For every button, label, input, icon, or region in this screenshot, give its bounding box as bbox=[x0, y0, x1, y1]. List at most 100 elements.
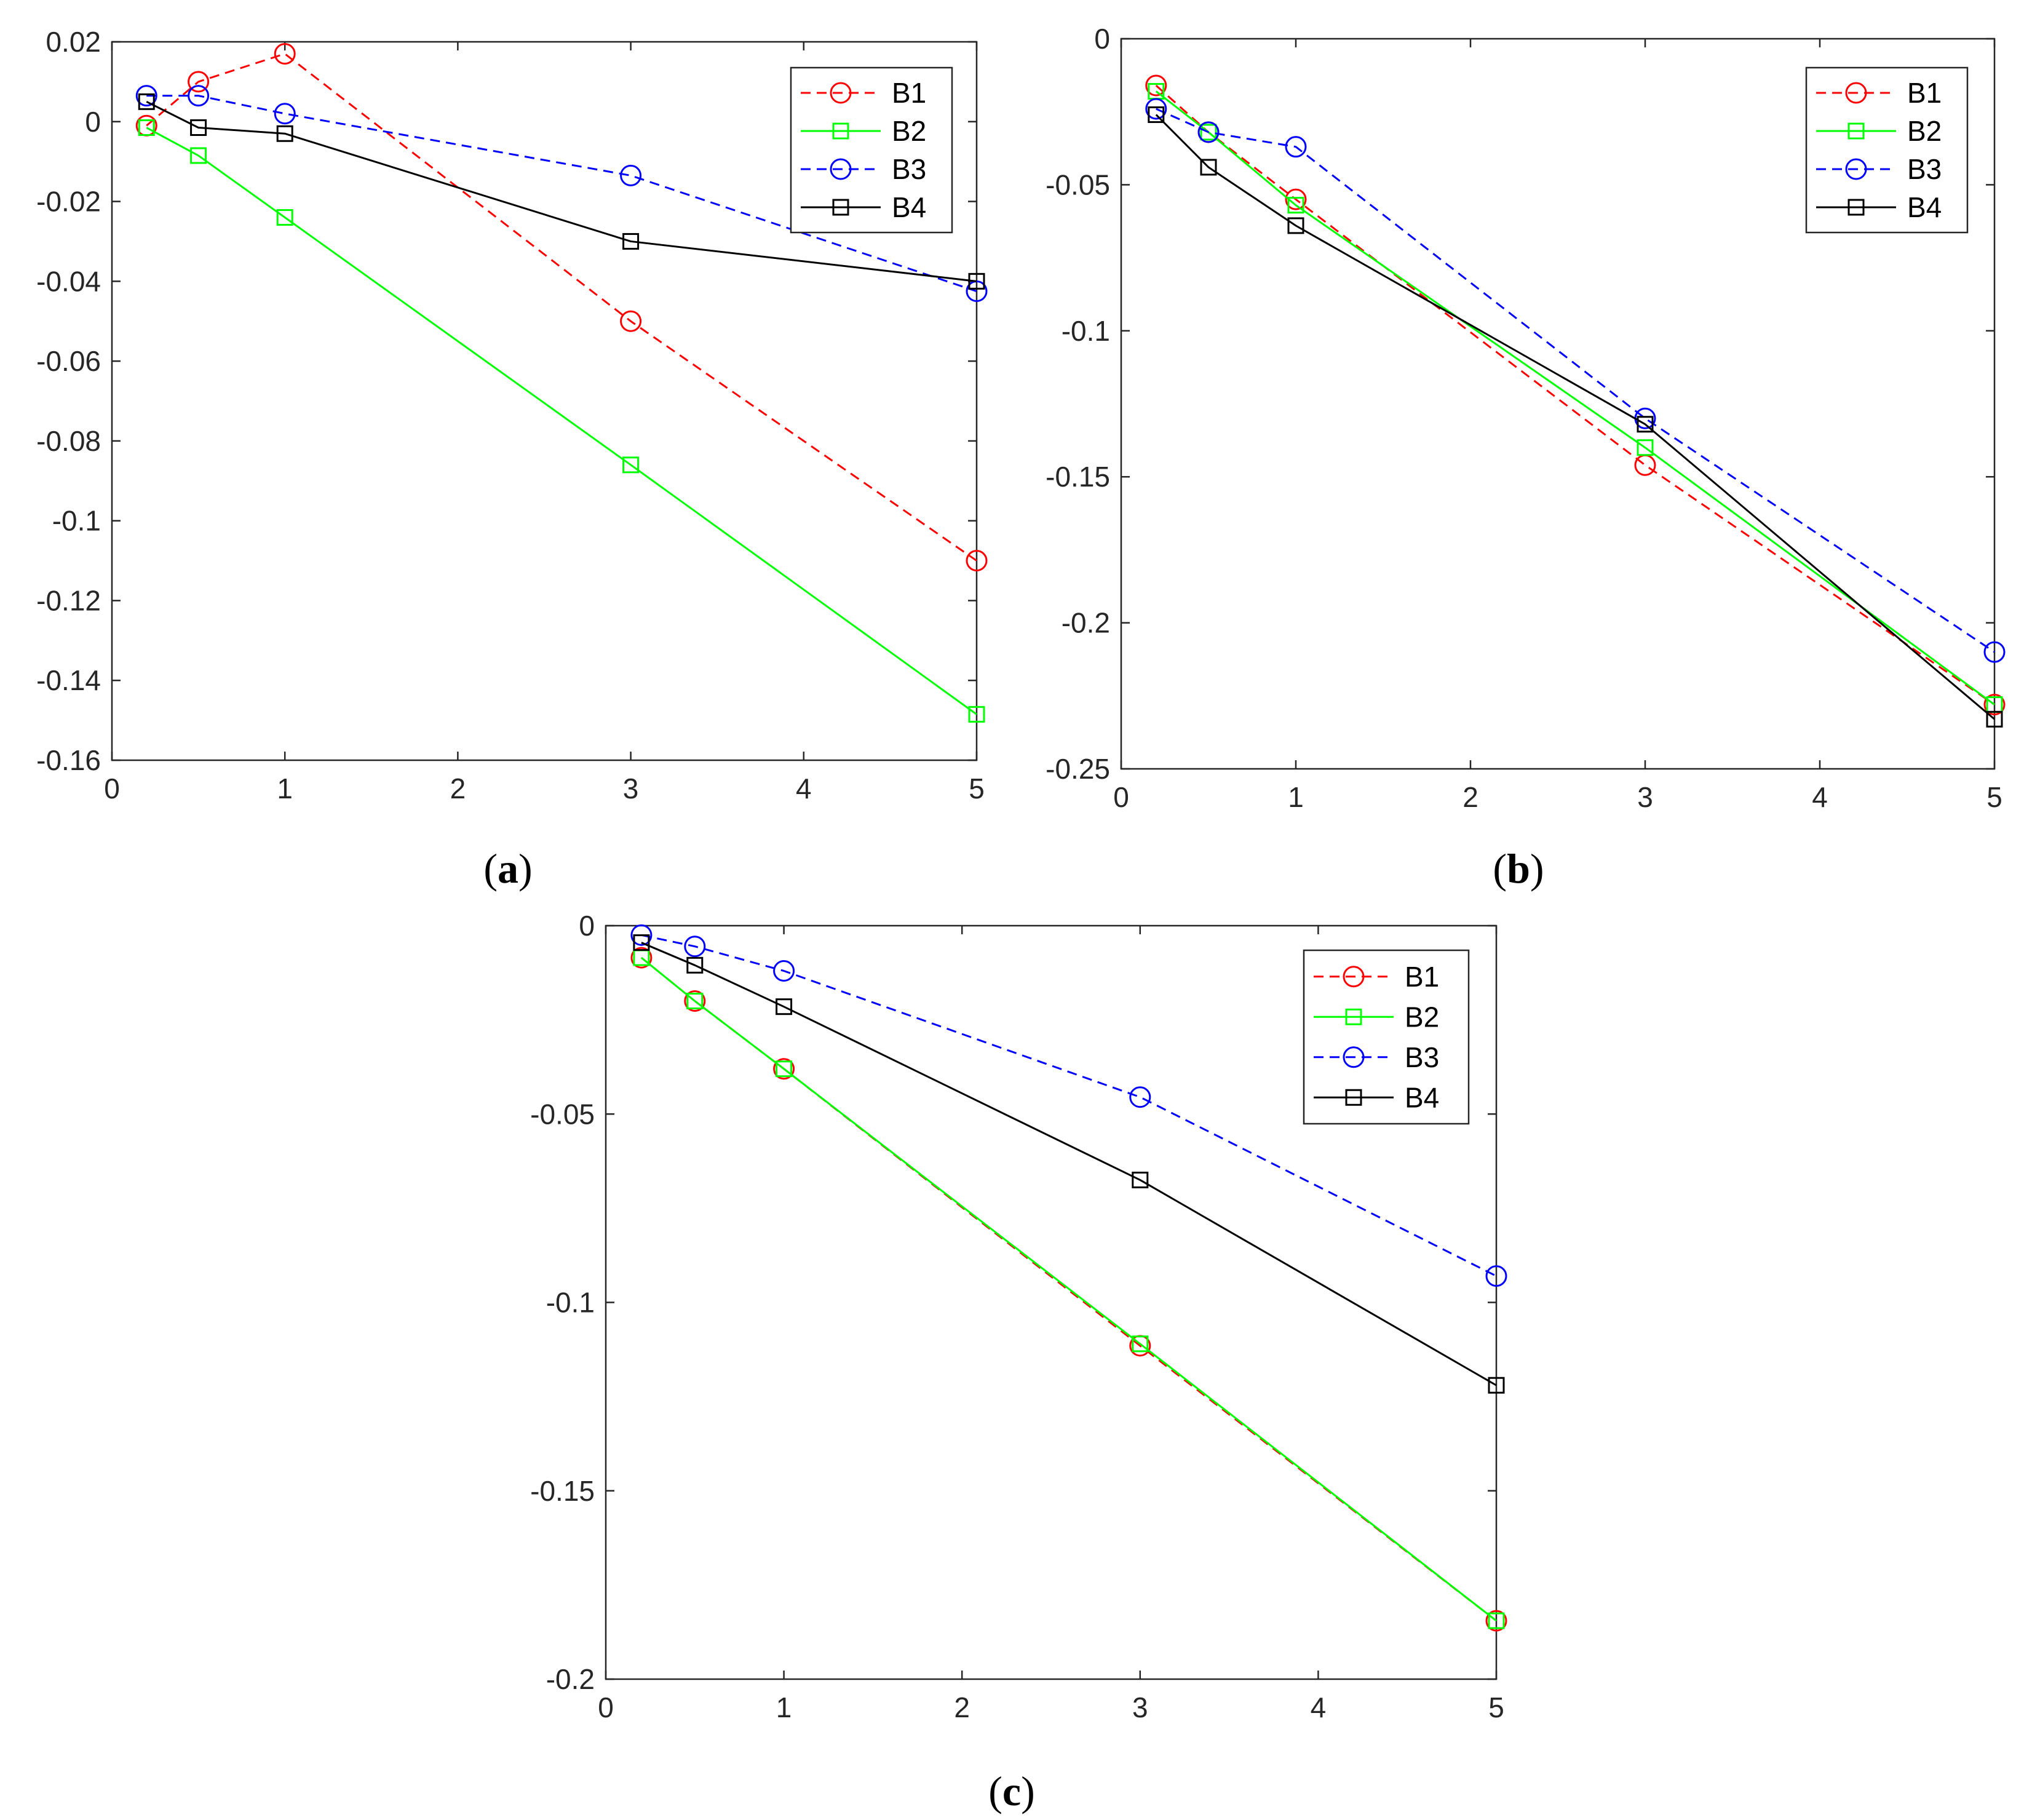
x-tick-label: 1 bbox=[776, 1691, 792, 1723]
series-line-b1 bbox=[146, 52, 977, 562]
data-point-b3 bbox=[966, 280, 988, 303]
x-tick-label: 3 bbox=[1637, 781, 1653, 813]
chart-b: 0 1 2 3 4 5 0 -0.05 -0.1 -0.15 -0.2 -0.25 B1 B2 B3 B4 (b… bbox=[1046, 23, 2006, 892]
y-tick-label: -0.05 bbox=[1046, 169, 1110, 201]
x-tick-label: 0 bbox=[104, 773, 120, 805]
legend-marker-b2 bbox=[1847, 122, 1865, 140]
data-point-b1 bbox=[773, 1058, 795, 1080]
series-line-b4 bbox=[1155, 114, 1995, 720]
x-tick-label: 3 bbox=[623, 773, 639, 805]
data-point-b4 bbox=[633, 934, 650, 952]
legend-label-b1: B1 bbox=[1405, 961, 1439, 993]
x-tick-label: 5 bbox=[969, 773, 985, 805]
data-point-b4 bbox=[1986, 710, 2003, 728]
data-point-b3 bbox=[620, 164, 642, 186]
x-tick-label: 0 bbox=[1113, 781, 1129, 813]
y-tick-label: -0.08 bbox=[36, 425, 101, 457]
legend: B1 B2 B3 B4 bbox=[1805, 66, 1969, 234]
y-tick-label: -0.15 bbox=[530, 1475, 595, 1507]
legend-label-b1: B1 bbox=[892, 77, 926, 109]
legend-label-b3: B3 bbox=[892, 153, 926, 185]
y-tick-label: -0.12 bbox=[36, 584, 101, 616]
x-tick-label: 0 bbox=[598, 1691, 614, 1723]
x-tick-label: 4 bbox=[1311, 1691, 1327, 1723]
y-tick-label: -0.14 bbox=[36, 664, 101, 696]
data-point-b4 bbox=[776, 998, 793, 1015]
data-point-b4 bbox=[1287, 217, 1304, 234]
data-point-b2 bbox=[776, 1060, 793, 1078]
legend-marker-b1 bbox=[830, 82, 852, 104]
data-point-b2 bbox=[1488, 1612, 1505, 1629]
legend-marker-b4 bbox=[832, 199, 849, 216]
series-line-b2 bbox=[1155, 90, 1995, 705]
x-tick-label: 4 bbox=[796, 773, 812, 805]
x-tick-label: 2 bbox=[1462, 781, 1478, 813]
legend-label-b2: B2 bbox=[1405, 1001, 1439, 1033]
legend-marker-b1 bbox=[1343, 966, 1365, 988]
legend-box bbox=[790, 66, 953, 234]
legend-label-b2: B2 bbox=[1907, 115, 1942, 147]
x-tick-label: 1 bbox=[277, 773, 293, 805]
legend-label-b4: B4 bbox=[1907, 191, 1942, 223]
panel-label-open: ( bbox=[483, 845, 498, 892]
data-point-b2 bbox=[1637, 439, 1654, 456]
y-tick-label: -0.1 bbox=[546, 1287, 595, 1319]
y-tick-label: -0.2 bbox=[546, 1663, 595, 1695]
data-point-b1 bbox=[274, 42, 296, 65]
data-point-b3 bbox=[274, 103, 296, 125]
y-tick-label: -0.2 bbox=[1062, 607, 1110, 639]
series-line-b4 bbox=[641, 942, 1497, 1386]
data-point-b4 bbox=[1132, 1171, 1149, 1188]
data-point-b1 bbox=[1285, 188, 1307, 210]
legend-marker-b2 bbox=[832, 122, 849, 140]
panel-label: (a) bbox=[483, 845, 532, 892]
panel-label-close: ) bbox=[518, 845, 533, 892]
panel-label-open: ( bbox=[1493, 845, 1507, 892]
y-tick-label: 0 bbox=[1094, 23, 1110, 55]
data-point-b2 bbox=[1287, 197, 1304, 214]
panel-label-close: ) bbox=[1530, 845, 1544, 892]
data-point-b3 bbox=[684, 936, 706, 958]
y-tick-label: -0.1 bbox=[1062, 315, 1110, 347]
legend-marker-b3 bbox=[830, 158, 852, 180]
chart-c: 0 1 2 3 4 5 0 -0.05 -0.1 -0.15 -0.2 B1 B2 B3 B4 (c) bbox=[530, 910, 1507, 1814]
legend-marker-b3 bbox=[1343, 1046, 1365, 1068]
x-tick-label: 1 bbox=[1288, 781, 1304, 813]
data-point-b2 bbox=[686, 993, 704, 1009]
chart-a: 0 1 2 3 4 5 0.02 0 -0.02 -0.04 -0.06 -0.08 -0.1 -0.12… bbox=[36, 26, 988, 892]
data-point-b2 bbox=[1200, 124, 1217, 141]
data-point-b2 bbox=[276, 209, 293, 226]
series-line-b3 bbox=[641, 934, 1497, 1277]
y-tick-label: -0.1 bbox=[52, 505, 101, 537]
y-tick-label: -0.02 bbox=[36, 186, 101, 218]
data-point-b1 bbox=[1634, 454, 1656, 476]
data-point-b4 bbox=[190, 119, 207, 137]
data-point-b3 bbox=[188, 85, 210, 107]
data-point-b2 bbox=[622, 456, 640, 474]
data-point-b3 bbox=[135, 85, 157, 107]
data-point-b1 bbox=[620, 310, 642, 332]
legend-marker-b2 bbox=[1345, 1008, 1362, 1025]
legend-label-b3: B3 bbox=[1907, 153, 1942, 185]
series-line-b2 bbox=[146, 127, 977, 715]
data-point-b3 bbox=[1145, 98, 1167, 120]
data-point-b4 bbox=[968, 272, 985, 290]
x-tick-label: 5 bbox=[1986, 781, 2002, 813]
data-point-b3 bbox=[1983, 641, 2006, 663]
x-tick-label: 4 bbox=[1812, 781, 1828, 813]
data-point-b3 bbox=[1129, 1086, 1151, 1108]
legend: B1 B2 B3 B4 bbox=[1303, 949, 1470, 1125]
data-point-b3 bbox=[1197, 121, 1220, 143]
data-point-b2 bbox=[968, 705, 985, 723]
y-tick-label: 0.02 bbox=[46, 26, 101, 58]
y-tick-label: 0 bbox=[85, 106, 101, 138]
legend-marker-b3 bbox=[1845, 158, 1867, 180]
y-tick-label: -0.04 bbox=[36, 265, 101, 297]
legend-box bbox=[1303, 949, 1470, 1125]
panel-label-letter: a bbox=[498, 845, 518, 892]
data-point-b3 bbox=[1285, 136, 1307, 158]
legend-marker-b4 bbox=[1847, 199, 1865, 216]
series-line-b1 bbox=[1155, 84, 1995, 705]
plot-area-box bbox=[1120, 38, 1996, 770]
data-point-b1 bbox=[1485, 1610, 1507, 1632]
